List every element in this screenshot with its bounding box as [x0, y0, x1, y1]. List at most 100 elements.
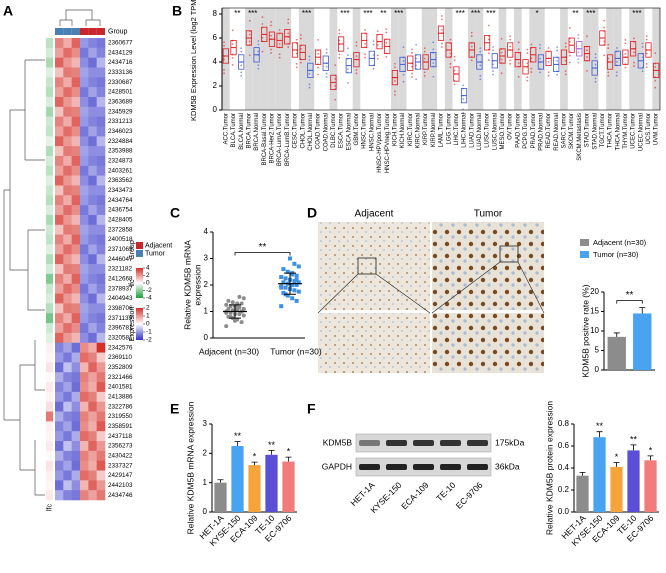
- x-tick-label: HNSC.Tumor: [362, 113, 368, 149]
- heatmap-cell: [88, 264, 97, 275]
- sample-point: [355, 72, 358, 75]
- sample-point: [411, 72, 413, 75]
- lfc-cell: [46, 96, 53, 108]
- x-tick-label: MESO.Tumor: [500, 113, 506, 149]
- x-tick-label: ACC.Tumor: [223, 113, 229, 144]
- band: [440, 440, 461, 446]
- heatmap-cell: [63, 490, 72, 501]
- heatmap-cell: [80, 77, 89, 88]
- group-cell: [63, 28, 72, 35]
- sample-point: [308, 59, 311, 61]
- lane-label: TE-10: [434, 480, 458, 504]
- lfc-cell: [46, 303, 53, 314]
- heatmap-cell: [55, 421, 64, 432]
- heatmap-cell: [80, 136, 89, 147]
- x-tick-label: BRCA-LumB.Tumor: [285, 113, 291, 166]
- heatmap-cell: [96, 441, 106, 452]
- sample-point: [376, 44, 379, 46]
- sample-point: [462, 84, 465, 87]
- heatmap-cell: [55, 372, 64, 383]
- group-shading: [606, 8, 614, 110]
- heatmap-cell: [80, 303, 89, 314]
- sample-point: [411, 65, 413, 68]
- heatmap-cell: [71, 293, 81, 304]
- sample-point: [488, 59, 490, 61]
- scale-label: -4: [146, 295, 152, 302]
- sample-point: [257, 43, 260, 46]
- group-shading: [245, 8, 253, 110]
- heatmap-cell: [55, 195, 64, 206]
- sample-point: [317, 73, 319, 76]
- row-label: 2400518: [108, 236, 133, 243]
- sample-point: [479, 74, 482, 77]
- scale-label: -2: [146, 287, 152, 294]
- sample-point: [411, 51, 413, 54]
- heatmap-cell: [88, 155, 97, 167]
- heatmap-cell: [88, 332, 97, 344]
- sd-bar: [229, 304, 241, 319]
- heatmap-cell: [63, 391, 72, 403]
- row-label: 2428405: [108, 217, 133, 224]
- heatmap-cell: [55, 431, 64, 442]
- significance: **: [380, 9, 386, 18]
- legend-title: Group: [129, 240, 136, 260]
- heatmap-cell: [63, 106, 72, 117]
- heatmap-cell: [55, 401, 64, 412]
- heatmap-cell: [55, 323, 64, 334]
- sample-point: [231, 57, 234, 59]
- heatmap-cell: [80, 391, 89, 403]
- lfc-cell: [46, 165, 53, 176]
- heatmap-cell: [80, 96, 89, 108]
- x-tick-label: STAD.Tumor: [585, 113, 591, 147]
- heatmap-cell: [80, 224, 89, 235]
- sample-point: [393, 93, 396, 96]
- error-bar: [596, 431, 603, 438]
- color-scale: [136, 308, 143, 340]
- row-label: 2321466: [108, 374, 133, 381]
- x-tick-label: KIRC.Normal: [416, 113, 422, 148]
- sample-point: [338, 53, 341, 56]
- heatmap-cell: [71, 303, 81, 314]
- sample-point: [564, 42, 567, 45]
- lfc-cell: [46, 57, 53, 68]
- point: [292, 261, 297, 266]
- heatmap-cell: [71, 431, 81, 442]
- error-bar: [630, 444, 637, 451]
- sample-point: [257, 50, 260, 53]
- row-label: 2437118: [108, 433, 133, 440]
- row-label: 2319550: [108, 413, 133, 420]
- heatmap-cell: [71, 441, 81, 452]
- sample-point: [462, 108, 465, 111]
- x-tick-label: Tumor (n=30): [270, 346, 322, 356]
- heatmap-cell: [71, 146, 81, 157]
- sample-point: [500, 37, 503, 40]
- heatmap-cell: [88, 441, 97, 452]
- sample-point: [411, 48, 413, 51]
- heatmap-cell: [80, 411, 89, 422]
- point: [294, 298, 299, 303]
- point: [233, 318, 237, 323]
- heatmap-cell: [96, 254, 106, 265]
- group-shading: [252, 8, 261, 110]
- lfc-cell: [46, 205, 53, 216]
- sample-point: [248, 40, 251, 43]
- band: [359, 440, 380, 446]
- heatmap-cell: [71, 116, 81, 127]
- band: [467, 440, 488, 446]
- heatmap-cell: [55, 391, 64, 403]
- lfc-cell: [46, 332, 53, 344]
- heatmap-cell: [80, 106, 89, 117]
- heatmap-cell: [63, 441, 72, 452]
- sample-point: [295, 38, 298, 41]
- sample-point: [641, 70, 644, 73]
- heatmap-cell: [88, 136, 97, 147]
- sample-point: [594, 63, 597, 66]
- heatmap-cell: [80, 372, 89, 383]
- heatmap-cell: [63, 460, 72, 471]
- group-shading: [298, 8, 307, 110]
- heatmap-cell: [80, 87, 89, 98]
- size-label: 175kDa: [495, 437, 525, 447]
- row-label: 2398706: [108, 305, 133, 312]
- significance: **: [572, 9, 578, 18]
